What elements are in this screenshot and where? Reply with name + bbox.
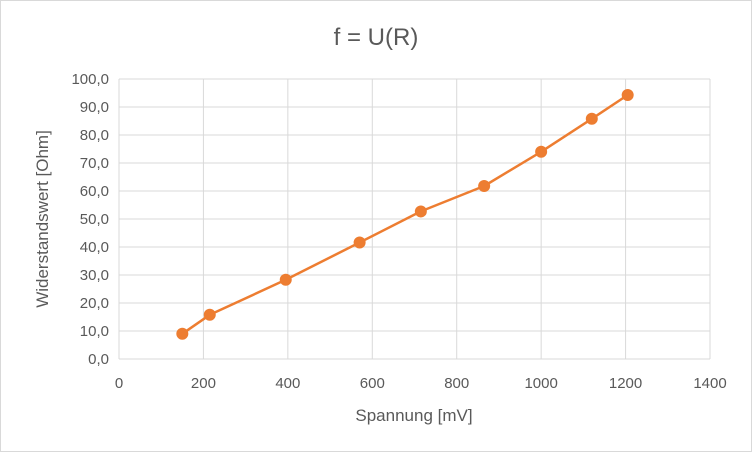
y-tick-label: 10,0 — [80, 323, 109, 340]
x-axis-ticks: 0 200 400 600 800 1000 1200 1400 — [115, 375, 727, 392]
y-tick-label: 20,0 — [80, 295, 109, 312]
y-tick-label: 40,0 — [80, 239, 109, 256]
data-point — [279, 273, 292, 286]
data-point — [621, 88, 634, 101]
series-line — [181, 93, 629, 335]
x-tick-label: 600 — [360, 375, 385, 392]
data-point — [414, 205, 427, 218]
y-axis-ticks: 0,0 10,0 20,0 30,0 40,0 50,0 60,0 70,0 80,0 90,0 1… — [71, 71, 109, 368]
chart-title: f = U(R) — [334, 24, 419, 51]
data-point — [203, 308, 216, 321]
x-tick-label: 1000 — [524, 375, 557, 392]
y-tick-label: 70,0 — [80, 155, 109, 172]
gridlines — [118, 78, 711, 360]
y-tick-label: 30,0 — [80, 267, 109, 284]
y-tick-label: 0,0 — [88, 351, 109, 368]
data-point — [176, 327, 189, 340]
y-tick-label: 60,0 — [80, 183, 109, 200]
x-tick-label: 0 — [115, 375, 123, 392]
x-tick-label: 400 — [275, 375, 300, 392]
y-tick-label: 90,0 — [80, 99, 109, 116]
data-point — [535, 145, 548, 158]
data-point — [353, 236, 366, 249]
data-point — [478, 179, 491, 192]
y-tick-label: 50,0 — [80, 211, 109, 228]
data-point — [585, 112, 598, 125]
x-tick-label: 200 — [191, 375, 216, 392]
x-tick-label: 1200 — [609, 375, 642, 392]
y-tick-label: 100,0 — [71, 71, 109, 88]
y-axis-title: Widerstandswert [Ohm] — [33, 130, 52, 308]
x-axis-title: Spannung [mV] — [355, 406, 472, 425]
y-tick-label: 80,0 — [80, 127, 109, 144]
x-tick-label: 800 — [444, 375, 469, 392]
x-tick-label: 1400 — [693, 375, 726, 392]
series-layer — [176, 88, 634, 340]
